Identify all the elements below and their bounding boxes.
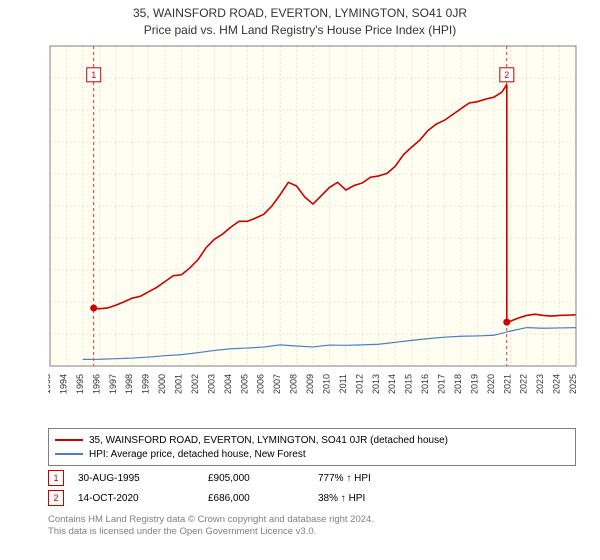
- svg-text:2017: 2017: [437, 374, 447, 394]
- title-block: 35, WAINSFORD ROAD, EVERTON, LYMINGTON, …: [0, 0, 600, 37]
- svg-text:2023: 2023: [535, 374, 545, 394]
- annotation-date: 14-OCT-2020: [78, 493, 208, 504]
- annotations-block: 1 30-AUG-1995 £905,000 777% ↑ HPI 2 14-O…: [48, 468, 576, 508]
- svg-text:2022: 2022: [519, 374, 529, 394]
- svg-text:2006: 2006: [256, 374, 266, 394]
- svg-text:1996: 1996: [91, 374, 101, 394]
- svg-text:2001: 2001: [174, 374, 184, 394]
- footer-line-2: This data is licensed under the Open Gov…: [48, 526, 576, 538]
- annotation-row: 1 30-AUG-1995 £905,000 777% ↑ HPI: [48, 468, 576, 488]
- svg-text:2021: 2021: [502, 374, 512, 394]
- svg-text:2020: 2020: [486, 374, 496, 394]
- svg-text:1998: 1998: [124, 374, 134, 394]
- chart-area: £0£500k£1M£1.5M£2M£2.5M£3M£3.5M£4M£4.5M£…: [48, 42, 578, 402]
- svg-text:1993: 1993: [48, 374, 52, 394]
- svg-text:2015: 2015: [404, 374, 414, 394]
- legend-box: 35, WAINSFORD ROAD, EVERTON, LYMINGTON, …: [48, 428, 576, 466]
- svg-text:2013: 2013: [371, 374, 381, 394]
- svg-text:2: 2: [504, 70, 509, 80]
- footer-line-1: Contains HM Land Registry data © Crown c…: [48, 514, 576, 526]
- svg-text:2011: 2011: [338, 374, 348, 393]
- svg-text:2009: 2009: [305, 374, 315, 394]
- svg-text:2025: 2025: [568, 374, 578, 394]
- svg-text:1995: 1995: [75, 374, 85, 394]
- title-sub: Price paid vs. HM Land Registry's House …: [0, 23, 600, 37]
- svg-text:2010: 2010: [321, 374, 331, 394]
- svg-text:2014: 2014: [387, 374, 397, 394]
- svg-text:2012: 2012: [354, 374, 364, 394]
- annotation-marker-1: 1: [48, 470, 64, 486]
- legend-swatch-property: [55, 439, 83, 441]
- footer-text: Contains HM Land Registry data © Crown c…: [48, 514, 576, 539]
- svg-text:2018: 2018: [453, 374, 463, 394]
- svg-text:2003: 2003: [206, 374, 216, 394]
- svg-text:2008: 2008: [289, 374, 299, 394]
- svg-text:2002: 2002: [190, 374, 200, 394]
- svg-text:2007: 2007: [272, 374, 282, 394]
- svg-text:1999: 1999: [141, 374, 151, 394]
- legend-row: 35, WAINSFORD ROAD, EVERTON, LYMINGTON, …: [55, 433, 569, 447]
- legend-row: HPI: Average price, detached house, New …: [55, 447, 569, 461]
- annotation-price: £905,000: [208, 473, 318, 484]
- annotation-pct: 38% ↑ HPI: [318, 493, 438, 504]
- legend-label-property: 35, WAINSFORD ROAD, EVERTON, LYMINGTON, …: [89, 435, 448, 446]
- svg-text:2000: 2000: [157, 374, 167, 394]
- chart-svg: £0£500k£1M£1.5M£2M£2.5M£3M£3.5M£4M£4.5M£…: [48, 42, 578, 402]
- svg-text:2016: 2016: [420, 374, 430, 394]
- annotation-date: 30-AUG-1995: [78, 473, 208, 484]
- title-main: 35, WAINSFORD ROAD, EVERTON, LYMINGTON, …: [0, 6, 600, 20]
- svg-text:2024: 2024: [552, 374, 562, 394]
- svg-text:2004: 2004: [223, 374, 233, 394]
- annotation-marker-2: 2: [48, 490, 64, 506]
- annotation-pct: 777% ↑ HPI: [318, 473, 438, 484]
- svg-text:2019: 2019: [469, 374, 479, 394]
- legend-swatch-hpi: [55, 453, 83, 455]
- svg-text:1994: 1994: [58, 374, 68, 394]
- svg-text:1: 1: [91, 70, 96, 80]
- svg-text:1997: 1997: [108, 374, 118, 394]
- annotation-price: £686,000: [208, 493, 318, 504]
- svg-text:2005: 2005: [239, 374, 249, 394]
- legend-label-hpi: HPI: Average price, detached house, New …: [89, 449, 306, 460]
- annotation-row: 2 14-OCT-2020 £686,000 38% ↑ HPI: [48, 488, 576, 508]
